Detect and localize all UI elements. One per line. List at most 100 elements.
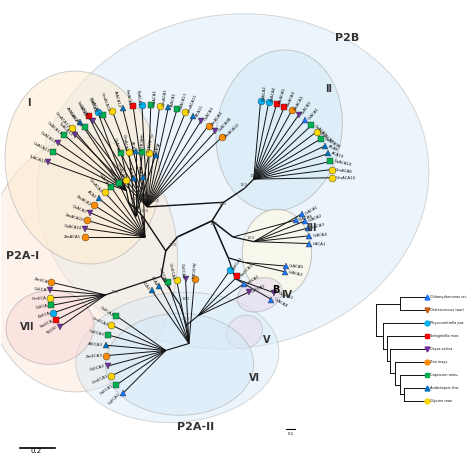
Text: GmACA5: GmACA5 xyxy=(116,163,125,181)
Text: CaECA3: CaECA3 xyxy=(89,329,105,337)
Ellipse shape xyxy=(37,14,429,349)
Text: Chlamydomonas rei.: Chlamydomonas rei. xyxy=(430,295,466,299)
Text: Ostreococcus tauri: Ostreococcus tauri xyxy=(430,308,464,312)
Text: ACA2: ACA2 xyxy=(86,190,97,200)
Text: ZmACA4: ZmACA4 xyxy=(210,110,224,127)
Text: CrACA3: CrACA3 xyxy=(310,223,326,230)
Text: OsECA4: OsECA4 xyxy=(180,263,184,279)
Text: GmACA12: GmACA12 xyxy=(100,91,110,112)
Text: CrACA6: CrACA6 xyxy=(298,214,314,222)
Text: 0.1: 0.1 xyxy=(288,432,294,436)
Text: ZmACA1: ZmACA1 xyxy=(64,235,82,239)
Text: CaACA11: CaACA11 xyxy=(137,133,143,152)
Text: CrACA5: CrACA5 xyxy=(289,264,304,269)
Ellipse shape xyxy=(0,137,178,392)
Text: ZmACA5: ZmACA5 xyxy=(293,94,305,111)
Text: OsACA10: OsACA10 xyxy=(64,224,82,231)
Text: 100: 100 xyxy=(247,237,255,240)
Text: OsACA13: OsACA13 xyxy=(78,104,91,121)
Text: OsECA3: OsECA3 xyxy=(89,364,105,372)
Text: GmACA1: GmACA1 xyxy=(122,134,128,152)
Text: ACA11: ACA11 xyxy=(195,103,205,117)
Text: 100: 100 xyxy=(182,318,190,321)
Text: Physcomitrella pat.: Physcomitrella pat. xyxy=(430,321,464,325)
Text: CsECA1: CsECA1 xyxy=(108,392,121,405)
Text: 100: 100 xyxy=(182,298,190,301)
Text: GmECA4: GmECA4 xyxy=(168,262,175,280)
Text: V: V xyxy=(263,335,271,345)
Text: SmACA4: SmACA4 xyxy=(286,90,296,108)
Text: AtACA1: AtACA1 xyxy=(170,92,177,108)
Text: IV: IV xyxy=(282,290,292,300)
Text: GmACA12: GmACA12 xyxy=(54,111,70,129)
Text: GmACA9: GmACA9 xyxy=(319,130,335,144)
Text: GmACA3: GmACA3 xyxy=(88,178,103,193)
Text: OsACA4B: OsACA4B xyxy=(218,116,233,133)
Ellipse shape xyxy=(6,290,94,365)
Text: OsACA4: OsACA4 xyxy=(203,106,215,121)
Text: PpACA2: PpACA2 xyxy=(262,85,267,101)
Text: ACA10: ACA10 xyxy=(331,152,345,160)
Text: ACA1: ACA1 xyxy=(130,141,135,151)
Text: Selaginella moe.: Selaginella moe. xyxy=(430,334,459,338)
Text: CaACA9B: CaACA9B xyxy=(323,137,341,150)
Text: CaACA1: CaACA1 xyxy=(112,137,120,154)
Text: VII: VII xyxy=(20,322,35,332)
Text: GmACA1: GmACA1 xyxy=(161,88,167,106)
Text: ZmACA2: ZmACA2 xyxy=(75,194,91,207)
Text: TvACA13: TvACA13 xyxy=(57,121,73,137)
Text: GmECA: GmECA xyxy=(32,296,47,301)
Text: GmACA10: GmACA10 xyxy=(336,176,356,180)
Text: SmACA1: SmACA1 xyxy=(125,89,131,106)
Text: 100: 100 xyxy=(210,222,218,227)
Text: CaACA9: CaACA9 xyxy=(313,124,328,138)
Ellipse shape xyxy=(237,278,282,312)
Text: PpACA1: PpACA1 xyxy=(136,90,140,105)
Text: CsECA3: CsECA3 xyxy=(100,305,114,318)
Ellipse shape xyxy=(227,315,263,349)
Ellipse shape xyxy=(76,292,279,423)
Text: CsACA13: CsACA13 xyxy=(33,141,51,153)
Text: GmECA1: GmECA1 xyxy=(91,374,109,385)
Text: CaECA1: CaECA1 xyxy=(99,383,114,396)
Text: PpECA: PpECA xyxy=(37,311,50,319)
Text: AtECA3: AtECA3 xyxy=(88,342,103,347)
Text: GmACA11: GmACA11 xyxy=(187,93,199,113)
Text: 100: 100 xyxy=(219,201,227,206)
Text: SmACA5: SmACA5 xyxy=(278,87,287,104)
Text: CaACA11: CaACA11 xyxy=(179,91,188,110)
Text: P2A-I: P2A-I xyxy=(6,251,39,261)
Ellipse shape xyxy=(216,50,342,211)
Text: PpECA1: PpECA1 xyxy=(232,256,244,271)
Text: CrECA1: CrECA1 xyxy=(246,273,260,285)
Text: TV200: TV200 xyxy=(46,325,58,336)
Text: GmACA8: GmACA8 xyxy=(335,167,353,173)
Text: OsACA9: OsACA9 xyxy=(301,100,313,116)
Text: SmACA1: SmACA1 xyxy=(76,100,87,118)
Text: CaACA13: CaACA13 xyxy=(46,121,63,137)
Ellipse shape xyxy=(106,313,254,415)
Text: 100: 100 xyxy=(249,174,257,178)
Text: ItACA1: ItACA1 xyxy=(312,242,326,246)
Text: P2B: P2B xyxy=(335,33,359,43)
Text: ZmECA: ZmECA xyxy=(34,277,49,284)
Text: ZmECA3: ZmECA3 xyxy=(85,354,103,359)
Text: CrACA2: CrACA2 xyxy=(308,213,323,223)
Text: CrACA3: CrACA3 xyxy=(288,270,303,277)
Text: GmECA3: GmECA3 xyxy=(91,316,109,327)
Text: 100: 100 xyxy=(168,243,176,247)
Text: ZmACA10: ZmACA10 xyxy=(64,213,84,222)
Text: ACA11: ACA11 xyxy=(151,141,158,155)
Text: Zea mays: Zea mays xyxy=(430,360,447,364)
Text: P2A-II: P2A-II xyxy=(177,422,214,432)
Text: Capsicum annu.: Capsicum annu. xyxy=(430,373,458,377)
Text: ECA1: ECA1 xyxy=(141,281,150,292)
Text: ACA5: ACA5 xyxy=(128,167,133,178)
Text: ZmECA4: ZmECA4 xyxy=(189,262,195,279)
Text: CrACA1: CrACA1 xyxy=(307,107,320,121)
Text: OsACA2: OsACA2 xyxy=(277,291,293,300)
Text: SmECA3: SmECA3 xyxy=(239,263,254,278)
Text: ACA8: ACA8 xyxy=(328,144,339,152)
Text: 100: 100 xyxy=(140,210,148,213)
Text: CsECA: CsECA xyxy=(35,303,48,310)
